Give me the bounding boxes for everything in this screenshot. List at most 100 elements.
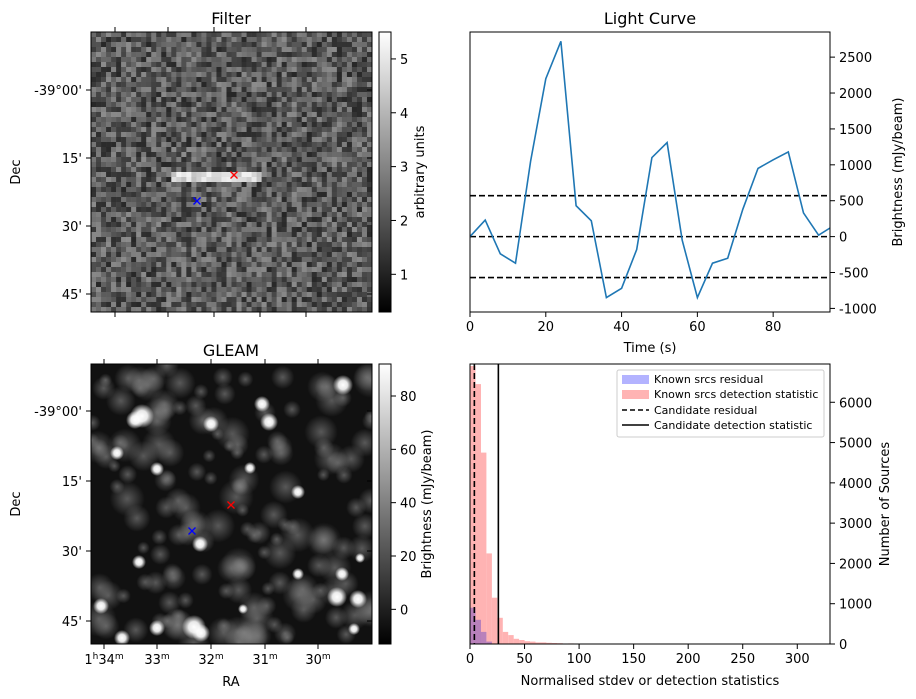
filter-pixel: [181, 62, 187, 68]
dec-tick-label: 15': [62, 152, 82, 167]
filter-pixel: [96, 132, 102, 138]
filter-pixel: [356, 297, 363, 303]
filter-pixel: [176, 182, 182, 188]
filter-pixel: [256, 97, 262, 103]
filter-pixel: [231, 287, 237, 293]
filter-pixel: [336, 77, 343, 83]
filter-pixel: [121, 132, 127, 138]
filter-pixel: [216, 297, 222, 303]
filter-pixel: [141, 152, 147, 158]
filter-pixel: [121, 287, 127, 293]
filter-pixel: [226, 252, 232, 258]
filter-pixel: [206, 82, 212, 88]
filter-pixel: [316, 247, 323, 253]
filter-pixel: [196, 82, 202, 88]
filter-pixel: [341, 72, 348, 78]
filter-pixel: [196, 177, 202, 183]
filter-pixel: [331, 127, 338, 133]
filter-pixel: [331, 307, 338, 313]
filter-pixel: [111, 267, 117, 273]
filter-pixel: [206, 277, 212, 283]
filter-pixel: [196, 107, 202, 113]
filter-pixel: [341, 42, 348, 48]
filter-pixel: [306, 302, 313, 308]
filter-pixel: [201, 42, 207, 48]
filter-pixel: [196, 262, 202, 268]
filter-pixel: [101, 142, 107, 148]
filter-pixel: [116, 187, 122, 193]
filter-pixel: [226, 47, 232, 53]
filter-pixel: [166, 182, 172, 188]
filter-pixel: [271, 92, 277, 98]
filter-pixel: [101, 127, 107, 133]
filter-pixel: [326, 227, 333, 233]
dec-tick-label: -39°00': [34, 405, 82, 420]
filter-pixel: [216, 37, 222, 43]
filter-pixel: [281, 107, 287, 113]
filter-pixel: [326, 47, 333, 53]
filter-pixel: [321, 242, 328, 248]
filter-pixel: [186, 62, 192, 68]
filter-pixel: [171, 287, 177, 293]
filter-pixel: [161, 252, 167, 258]
filter-pixel: [216, 267, 222, 273]
filter-pixel: [96, 97, 102, 103]
filter-pixel: [206, 222, 212, 228]
filter-pixel: [316, 287, 323, 293]
filter-pixel: [226, 157, 232, 163]
filter-pixel: [366, 112, 373, 118]
filter-pixel: [121, 152, 127, 158]
filter-pixel: [271, 52, 277, 58]
filter-pixel: [201, 167, 207, 173]
filter-pixel: [206, 292, 212, 298]
filter-pixel: [201, 142, 207, 148]
filter-pixel: [266, 42, 272, 48]
filter-pixel: [171, 162, 177, 168]
filter-pixel: [281, 297, 287, 303]
filter-pixel: [321, 137, 328, 143]
filter-pixel: [271, 167, 277, 173]
lc-y-tick-label: 1000: [839, 159, 872, 174]
dec-tick-label: 15': [62, 475, 82, 490]
filter-pixel: [136, 97, 142, 103]
filter-pixel: [126, 197, 132, 203]
filter-pixel: [366, 172, 373, 178]
filter-pixel: [226, 192, 232, 198]
filter-pixel: [241, 252, 247, 258]
filter-pixel: [181, 47, 187, 53]
filter-pixel: [151, 247, 157, 253]
filter-pixel: [101, 207, 107, 213]
filter-pixel: [256, 52, 262, 58]
filter-pixel: [256, 267, 262, 273]
filter-pixel: [321, 277, 328, 283]
filter-pixel: [181, 67, 187, 73]
filter-pixel: [296, 37, 303, 43]
filter-pixel: [111, 127, 117, 133]
filter-pixel: [361, 47, 368, 53]
filter-pixel: [126, 282, 132, 288]
filter-pixel: [191, 272, 197, 278]
filter-pixel: [91, 247, 97, 253]
filter-pixel: [316, 92, 323, 98]
filter-pixel: [216, 172, 222, 178]
filter-pixel: [301, 172, 308, 178]
filter-pixel: [111, 147, 117, 153]
filter-pixel: [131, 77, 137, 83]
filter-pixel: [251, 152, 257, 158]
filter-pixel: [146, 157, 152, 163]
filter-pixel: [291, 302, 298, 308]
filter-pixel: [356, 162, 363, 168]
filter-pixel: [326, 32, 333, 38]
filter-pixel: [131, 52, 137, 58]
filter-pixel: [236, 157, 242, 163]
filter-pixel: [136, 267, 142, 273]
filter-pixel: [171, 177, 177, 183]
filter-pixel: [191, 247, 197, 253]
filter-pixel: [261, 287, 267, 293]
filter-pixel: [281, 262, 287, 268]
filter-pixel: [356, 142, 363, 148]
filter-pixel: [231, 182, 237, 188]
filter-pixel: [96, 187, 102, 193]
filter-pixel: [366, 217, 373, 223]
filter-pixel: [351, 67, 358, 73]
